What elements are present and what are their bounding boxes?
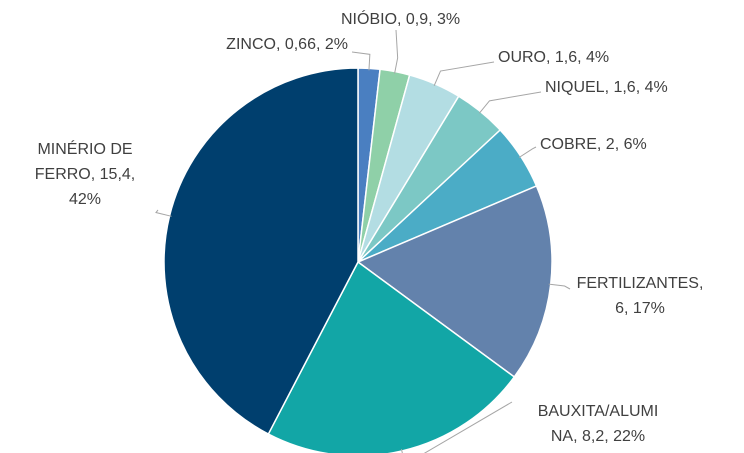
leader-line — [400, 401, 513, 453]
data-label: OURO, 1,6, 4% — [498, 49, 609, 66]
data-label: NIÓBIO, 0,9, 3% — [341, 9, 460, 28]
data-label: MINÉRIO DE — [37, 139, 132, 158]
leader-line — [394, 29, 399, 74]
data-label: NIQUEL, 1,6, 4% — [545, 79, 668, 96]
data-label: 42% — [69, 191, 101, 208]
leader-line — [351, 51, 371, 71]
leader-line — [548, 283, 571, 290]
leader-line — [478, 91, 542, 114]
leader-line — [433, 61, 495, 86]
data-label: BAUXITA/ALUMI — [538, 403, 659, 420]
data-label: COBRE, 2, 6% — [540, 136, 647, 153]
data-label: 6, 17% — [615, 300, 665, 317]
leader-line — [155, 209, 172, 217]
data-label: FERRO, 15,4, — [35, 166, 135, 183]
data-label: ZINCO, 0,66, 2% — [226, 36, 348, 53]
leader-line — [518, 146, 537, 158]
data-label: FERTILIZANTES, — [577, 275, 704, 292]
data-label: NA, 8,2, 22% — [551, 428, 645, 445]
